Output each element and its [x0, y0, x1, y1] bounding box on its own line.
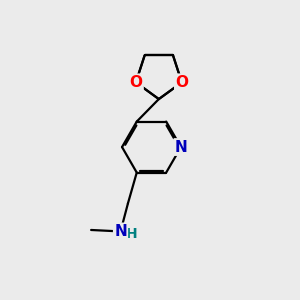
Text: N: N [114, 224, 127, 239]
Text: O: O [175, 75, 188, 90]
Text: N: N [175, 140, 187, 154]
Text: N: N [175, 140, 187, 154]
Text: O: O [175, 75, 188, 90]
Text: H: H [126, 226, 138, 241]
Text: O: O [129, 75, 142, 90]
Text: O: O [129, 75, 142, 90]
Text: N: N [114, 224, 127, 239]
